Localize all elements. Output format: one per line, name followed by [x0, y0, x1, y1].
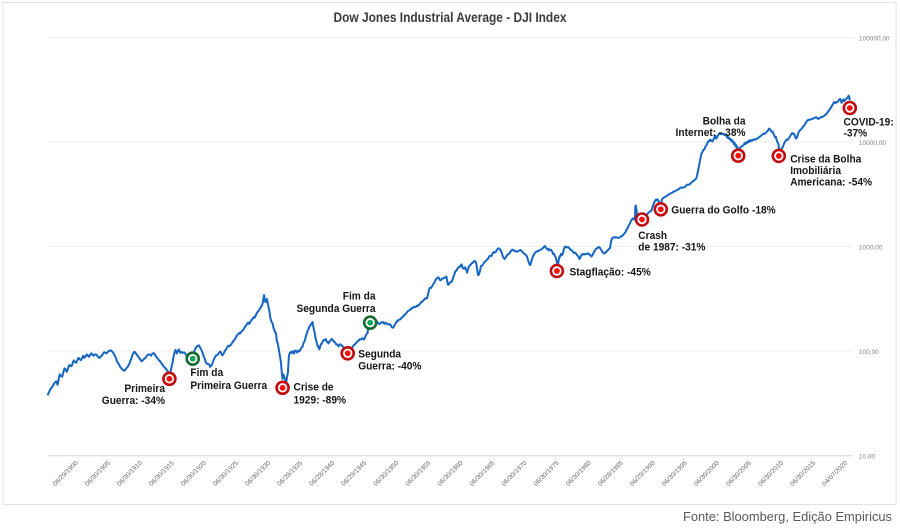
- svg-text:Stagflação: -45%: Stagflação: -45%: [570, 266, 652, 278]
- svg-text:Guerra do Golfo -18%: Guerra do Golfo -18%: [671, 204, 776, 216]
- svg-text:Bolha da: Bolha da: [703, 115, 746, 127]
- svg-text:Imobiliária: Imobiliária: [790, 165, 841, 177]
- svg-text:Americana: -54%: Americana: -54%: [790, 176, 872, 188]
- svg-text:Fim da: Fim da: [190, 367, 223, 379]
- svg-text:Crise de: Crise de: [294, 381, 334, 393]
- svg-text:10000,00: 10000,00: [859, 140, 886, 147]
- svg-text:Crise da Bolha: Crise da Bolha: [790, 153, 861, 165]
- svg-text:Internet: - 38%: Internet: - 38%: [676, 127, 747, 139]
- svg-text:1929: -89%: 1929: -89%: [294, 394, 347, 406]
- svg-text:Guerra: -34%: Guerra: -34%: [102, 395, 166, 407]
- svg-text:Primeira Guerra: Primeira Guerra: [190, 380, 267, 392]
- svg-text:100000,00: 100000,00: [859, 36, 890, 43]
- svg-text:Fonte: Bloomberg, Edição Empir: Fonte: Bloomberg, Edição Empiricus: [683, 509, 892, 524]
- svg-text:Segunda Guerra: Segunda Guerra: [297, 303, 376, 315]
- svg-text:100,00: 100,00: [859, 349, 879, 356]
- svg-text:Crash: Crash: [638, 230, 667, 242]
- svg-text:10,00: 10,00: [859, 454, 876, 461]
- svg-text:Segunda: Segunda: [358, 348, 401, 360]
- svg-text:Guerra: -40%: Guerra: -40%: [358, 360, 422, 372]
- svg-text:Primeira: Primeira: [124, 383, 165, 395]
- svg-text:Fim da: Fim da: [343, 290, 376, 302]
- svg-text:1000,00: 1000,00: [859, 244, 883, 251]
- svg-text:de 1987: -31%: de 1987: -31%: [638, 241, 706, 253]
- svg-text:COVID-19:: COVID-19:: [844, 116, 894, 128]
- svg-text:Dow Jones Industrial Average -: Dow Jones Industrial Average - DJI Index: [334, 9, 568, 25]
- svg-text:-37%: -37%: [844, 127, 868, 139]
